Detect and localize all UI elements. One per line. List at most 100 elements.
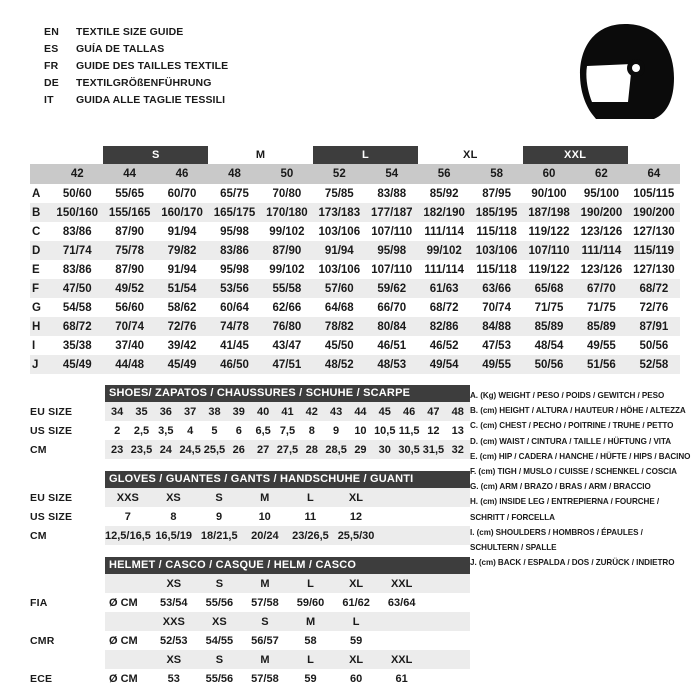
numeric-size-header-cell: 42 bbox=[70, 168, 84, 180]
textile-size-table: S M L XL XXL 42 44 46 48 50 52 54 56 58 60 62 64 A 50/60… bbox=[30, 146, 680, 374]
table-cell: 53 bbox=[167, 672, 180, 685]
table-cell: 95/98 bbox=[220, 225, 249, 238]
helmet-size-cell: L bbox=[307, 577, 314, 590]
table-cell: 72/76 bbox=[639, 301, 669, 314]
table-cell: 127/130 bbox=[633, 263, 675, 276]
table-cell: 50/60 bbox=[62, 187, 92, 200]
legend-line: F. (cm) TIGH / MUSLO / CUISSE / SCHENKEL… bbox=[470, 467, 677, 477]
table-cell: 71/75 bbox=[587, 301, 616, 314]
table-cell: 87/90 bbox=[115, 225, 145, 238]
measurement-row-label: A bbox=[32, 187, 41, 200]
table-cell: 5 bbox=[211, 424, 218, 437]
language-code: EN bbox=[44, 26, 59, 38]
table-cell: 85/89 bbox=[534, 320, 564, 333]
helmet-title-row: HELMET / CASCO / CASQUE / HELM / CASCO bbox=[30, 557, 470, 574]
table-cell: 190/200 bbox=[580, 206, 623, 219]
helmet-size-cells: XS S M L XL XXL bbox=[105, 650, 470, 669]
table-cell: 23/26,5 bbox=[292, 529, 329, 542]
table-cell: 8 bbox=[308, 424, 315, 437]
numeric-size-header-cell: 64 bbox=[647, 168, 661, 180]
table-cell: 47/53 bbox=[482, 339, 511, 352]
numeric-size-header-cell: 48 bbox=[228, 168, 241, 180]
table-cell: 43/47 bbox=[272, 339, 302, 352]
table-cell: 67/70 bbox=[587, 282, 616, 295]
shoes-title: SHOES/ ZAPATOS / CHAUSSURES / SCHUHE / S… bbox=[105, 385, 470, 402]
helmet-size-cell: L bbox=[352, 615, 360, 628]
legend-line: J. (cm) BACK / ESPALDA / DOS / ZURÜCK / … bbox=[470, 558, 675, 568]
table-cell: 83/86 bbox=[220, 244, 249, 257]
table-cell: 52/53 bbox=[160, 634, 188, 647]
table-cell: 57/58 bbox=[251, 672, 279, 685]
sub-row-cells: 7 8 9 10 11 12 bbox=[105, 507, 470, 526]
size-table-body: A 50/60 55/65 60/70 65/75 70/80 75/85 83/88 85/9… bbox=[30, 184, 680, 374]
spacer bbox=[30, 557, 105, 574]
table-row: CM 23 23,5 24 24,5 25,5 26 27 27,5 28 28,5 29 30 30,5… bbox=[30, 440, 470, 459]
table-cell: 91/94 bbox=[167, 225, 197, 238]
helmet-size-cell: S bbox=[215, 653, 224, 666]
helmet-size-cells: XXS XS S M L bbox=[105, 612, 470, 631]
table-cell: 91/94 bbox=[167, 263, 197, 276]
legend-line: SCHRITT / FORCELLA bbox=[470, 512, 555, 522]
table-cell: 123/126 bbox=[580, 263, 623, 276]
table-cell: 79/82 bbox=[167, 244, 197, 257]
table-cell: 48/53 bbox=[377, 358, 407, 371]
table-cell: 55/56 bbox=[205, 596, 234, 609]
table-cell: 29 bbox=[354, 443, 367, 456]
table-cell: 47 bbox=[427, 405, 440, 418]
table-cell: 24 bbox=[159, 443, 172, 456]
legend-line: G. (cm) ARM / BRAZO / BRAS / ARM / BRACC… bbox=[470, 482, 651, 492]
helmet-standard-label: CMR bbox=[30, 634, 55, 647]
table-cell: 42 bbox=[305, 405, 318, 418]
table-cell: 38 bbox=[208, 405, 221, 418]
table-cell: 51/56 bbox=[587, 358, 616, 371]
table-cell: 12,5/16,5 bbox=[105, 529, 151, 542]
table-cell: 46/50 bbox=[220, 358, 249, 371]
table-cell: 80/84 bbox=[377, 320, 407, 333]
table-cell: 53/54 bbox=[160, 596, 188, 609]
table-cell: 49/55 bbox=[587, 339, 616, 352]
table-cell: 177/187 bbox=[370, 206, 413, 219]
language-row: DE TEXTILGRÖßENFÜHRUNG bbox=[44, 75, 228, 92]
numeric-size-header-cell: 52 bbox=[332, 168, 346, 180]
table-cell: 26 bbox=[232, 443, 245, 456]
spacer bbox=[30, 471, 105, 488]
table-cell: 55/56 bbox=[205, 672, 234, 685]
language-row: FR GUIDE DES TAILLES TEXTILE bbox=[44, 58, 228, 75]
table-cell: 31,5 bbox=[422, 443, 445, 456]
table-cell: 150/160 bbox=[56, 206, 98, 219]
numeric-size-header-cell: 46 bbox=[175, 168, 189, 180]
table-cell: 27,5 bbox=[276, 443, 299, 456]
table-cell: 23,5 bbox=[130, 443, 153, 456]
measurement-row-label: G bbox=[32, 301, 41, 314]
table-cell: 60 bbox=[349, 672, 363, 685]
measurement-row-label: I bbox=[32, 339, 36, 352]
table-cell: 41/45 bbox=[220, 339, 249, 352]
table-cell: 119/122 bbox=[528, 263, 570, 276]
table-cell: 111/114 bbox=[581, 244, 622, 257]
legend-line: E. (cm) HIP / CADERA / HANCHE / HÜFTE / … bbox=[470, 451, 691, 461]
table-cell: 13 bbox=[451, 424, 464, 437]
table-cell: L bbox=[306, 491, 314, 504]
table-cell: 59 bbox=[304, 672, 317, 685]
numeric-size-header-cell: 58 bbox=[490, 168, 503, 180]
table-cell: 61/63 bbox=[429, 282, 459, 295]
table-cell: 72/76 bbox=[167, 320, 197, 333]
legend-line: SCHULTERN / SPALLE bbox=[470, 543, 557, 553]
table-cell: S bbox=[215, 491, 223, 504]
table-cell: XXS bbox=[116, 491, 139, 504]
helmet-table: HELMET / CASCO / CASQUE / HELM / CASCO X… bbox=[30, 557, 470, 688]
table-cell: 4 bbox=[187, 424, 194, 437]
helmet-size-cell: XL bbox=[349, 577, 364, 590]
helmet-size-cells: XS S M L XL XXL bbox=[105, 574, 470, 593]
table-cell: 37/40 bbox=[115, 339, 145, 352]
table-cell: 55/65 bbox=[115, 187, 145, 200]
table-cell: 115/118 bbox=[476, 225, 517, 238]
table-cell: 83/88 bbox=[377, 187, 407, 200]
sub-row-label: EU SIZE bbox=[30, 491, 73, 504]
table-cell: 185/195 bbox=[475, 206, 518, 219]
table-cell: 119/122 bbox=[528, 225, 570, 238]
table-cell: 39/42 bbox=[167, 339, 197, 352]
table-row: EU SIZE XXS XS S M L XL bbox=[30, 488, 470, 507]
table-cell: 53/56 bbox=[220, 282, 249, 295]
helmet-size-cell: M bbox=[260, 653, 270, 666]
